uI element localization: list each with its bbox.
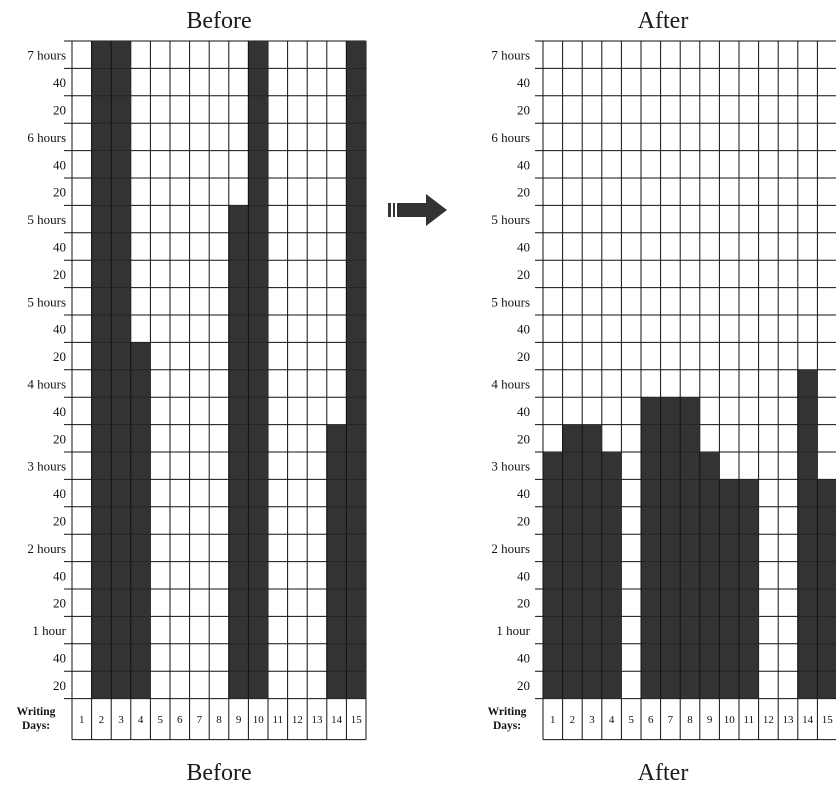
before-day-label: 15 xyxy=(351,714,363,726)
after-x-title-line-1: Writing xyxy=(488,706,527,718)
before-caption: Before xyxy=(186,760,251,786)
right-arrow-icon xyxy=(388,194,447,226)
after-y-tick-label: 40 xyxy=(517,651,530,666)
before-y-tick-label: 20 xyxy=(53,349,66,364)
before-title: Before xyxy=(186,8,251,34)
after-y-tick-label: 40 xyxy=(517,404,530,419)
before-y-tick-label: 40 xyxy=(53,322,66,337)
before-day-label: 7 xyxy=(197,714,203,726)
after-day-label: 10 xyxy=(724,714,736,726)
after-day-label: 4 xyxy=(609,714,615,726)
after-bar-day-7 xyxy=(660,397,681,699)
before-y-tick-label: 20 xyxy=(53,678,66,693)
after-y-tick-label: 20 xyxy=(517,514,530,529)
after-day-label: 8 xyxy=(687,714,693,726)
before-y-tick-label: 20 xyxy=(53,596,66,611)
before-y-tick-label: 6 hours xyxy=(27,130,66,145)
before-y-tick-label: 40 xyxy=(53,568,66,583)
after-y-tick-label: 20 xyxy=(517,431,530,446)
after-y-tick-label: 20 xyxy=(517,103,530,118)
after-title: After xyxy=(638,8,689,34)
after-day-label: 6 xyxy=(648,714,654,726)
after-y-tick-label: 6 hours xyxy=(491,130,530,145)
after-y-tick-label: 20 xyxy=(517,596,530,611)
before-bars xyxy=(91,41,366,699)
before-day-label: 12 xyxy=(292,714,303,726)
after-caption: After xyxy=(638,760,689,786)
after-y-tick-label: 40 xyxy=(517,157,530,172)
after-day-label: 15 xyxy=(822,714,834,726)
before-y-tick-label: 40 xyxy=(53,651,66,666)
before-y-tick-label: 40 xyxy=(53,404,66,419)
after-bar-day-1 xyxy=(543,452,563,699)
after-x-title-line-2: Days: xyxy=(493,720,521,732)
before-y-tick-label: 1 hour xyxy=(32,623,66,638)
after-y-tick-label: 7 hours xyxy=(491,48,530,63)
after-y-tick-label: 20 xyxy=(517,349,530,364)
before-y-tick-label: 4 hours xyxy=(27,377,66,392)
after-day-label: 14 xyxy=(802,714,814,726)
after-y-tick-label: 1 hour xyxy=(496,623,530,638)
after-y-tick-label: 4 hours xyxy=(491,377,530,392)
before-chart: Before Before Writing Days: 20 40 1 hour 20… xyxy=(17,8,367,786)
after-y-tick-label: 20 xyxy=(517,185,530,200)
before-day-label: 8 xyxy=(216,714,222,726)
before-y-tick-label: 3 hours xyxy=(27,459,66,474)
after-y-tick-label: 40 xyxy=(517,568,530,583)
after-bar-day-8 xyxy=(680,397,700,699)
before-x-title-line-1: Writing xyxy=(17,706,56,718)
after-bar-day-4 xyxy=(601,452,622,699)
after-y-tick-label: 20 xyxy=(517,267,530,282)
after-day-label: 13 xyxy=(783,714,795,726)
after-y-tick-label: 20 xyxy=(517,678,530,693)
after-day-label: 7 xyxy=(668,714,674,726)
before-day-label: 6 xyxy=(177,714,183,726)
after-day-label: 12 xyxy=(763,714,774,726)
before-day-label: 4 xyxy=(138,714,144,726)
before-day-label: 10 xyxy=(253,714,265,726)
after-y-tick-label: 5 hours xyxy=(491,212,530,227)
before-y-tick-label: 20 xyxy=(53,103,66,118)
before-y-tick-label: 20 xyxy=(53,514,66,529)
before-y-tick-label: 2 hours xyxy=(27,541,66,556)
before-y-tick-label: 5 hours xyxy=(27,294,66,309)
after-day-label: 11 xyxy=(744,714,755,726)
before-day-label: 11 xyxy=(273,714,284,726)
after-day-label: 2 xyxy=(570,714,576,726)
after-day-label: 5 xyxy=(628,714,634,726)
after-day-label: 9 xyxy=(707,714,713,726)
after-day-label: 1 xyxy=(550,714,556,726)
after-y-tick-label: 40 xyxy=(517,486,530,501)
before-day-label: 1 xyxy=(79,714,85,726)
after-y-tick-label: 5 hours xyxy=(491,294,530,309)
before-y-tick-label: 7 hours xyxy=(27,48,66,63)
before-y-tick-label: 40 xyxy=(53,75,66,90)
after-bar-day-9 xyxy=(699,452,720,699)
before-y-tick-label: 20 xyxy=(53,267,66,282)
before-day-label: 5 xyxy=(157,714,163,726)
after-y-tick-label: 40 xyxy=(517,240,530,255)
after-y-tick-label: 40 xyxy=(517,75,530,90)
before-day-label: 3 xyxy=(118,714,124,726)
before-x-title-line-2: Days: xyxy=(22,720,50,732)
before-y-tick-label: 20 xyxy=(53,431,66,446)
before-day-label: 2 xyxy=(99,714,105,726)
after-y-tick-label: 2 hours xyxy=(491,541,530,556)
before-day-label: 9 xyxy=(236,714,242,726)
before-bar-day-4 xyxy=(130,342,151,699)
after-day-label: 3 xyxy=(589,714,595,726)
before-y-tick-label: 40 xyxy=(53,157,66,172)
before-y-tick-label: 40 xyxy=(53,486,66,501)
after-bars xyxy=(542,369,836,699)
after-bar-day-6 xyxy=(641,397,661,699)
before-y-tick-label: 40 xyxy=(53,240,66,255)
before-y-tick-label: 5 hours xyxy=(27,212,66,227)
after-chart: After After Writing Days: 20 40 1 hour 20 40… xyxy=(488,8,836,786)
after-y-tick-label: 3 hours xyxy=(491,459,530,474)
before-day-label: 14 xyxy=(331,714,343,726)
after-y-tick-label: 40 xyxy=(517,322,530,337)
before-y-tick-label: 20 xyxy=(53,185,66,200)
before-day-label: 13 xyxy=(312,714,324,726)
